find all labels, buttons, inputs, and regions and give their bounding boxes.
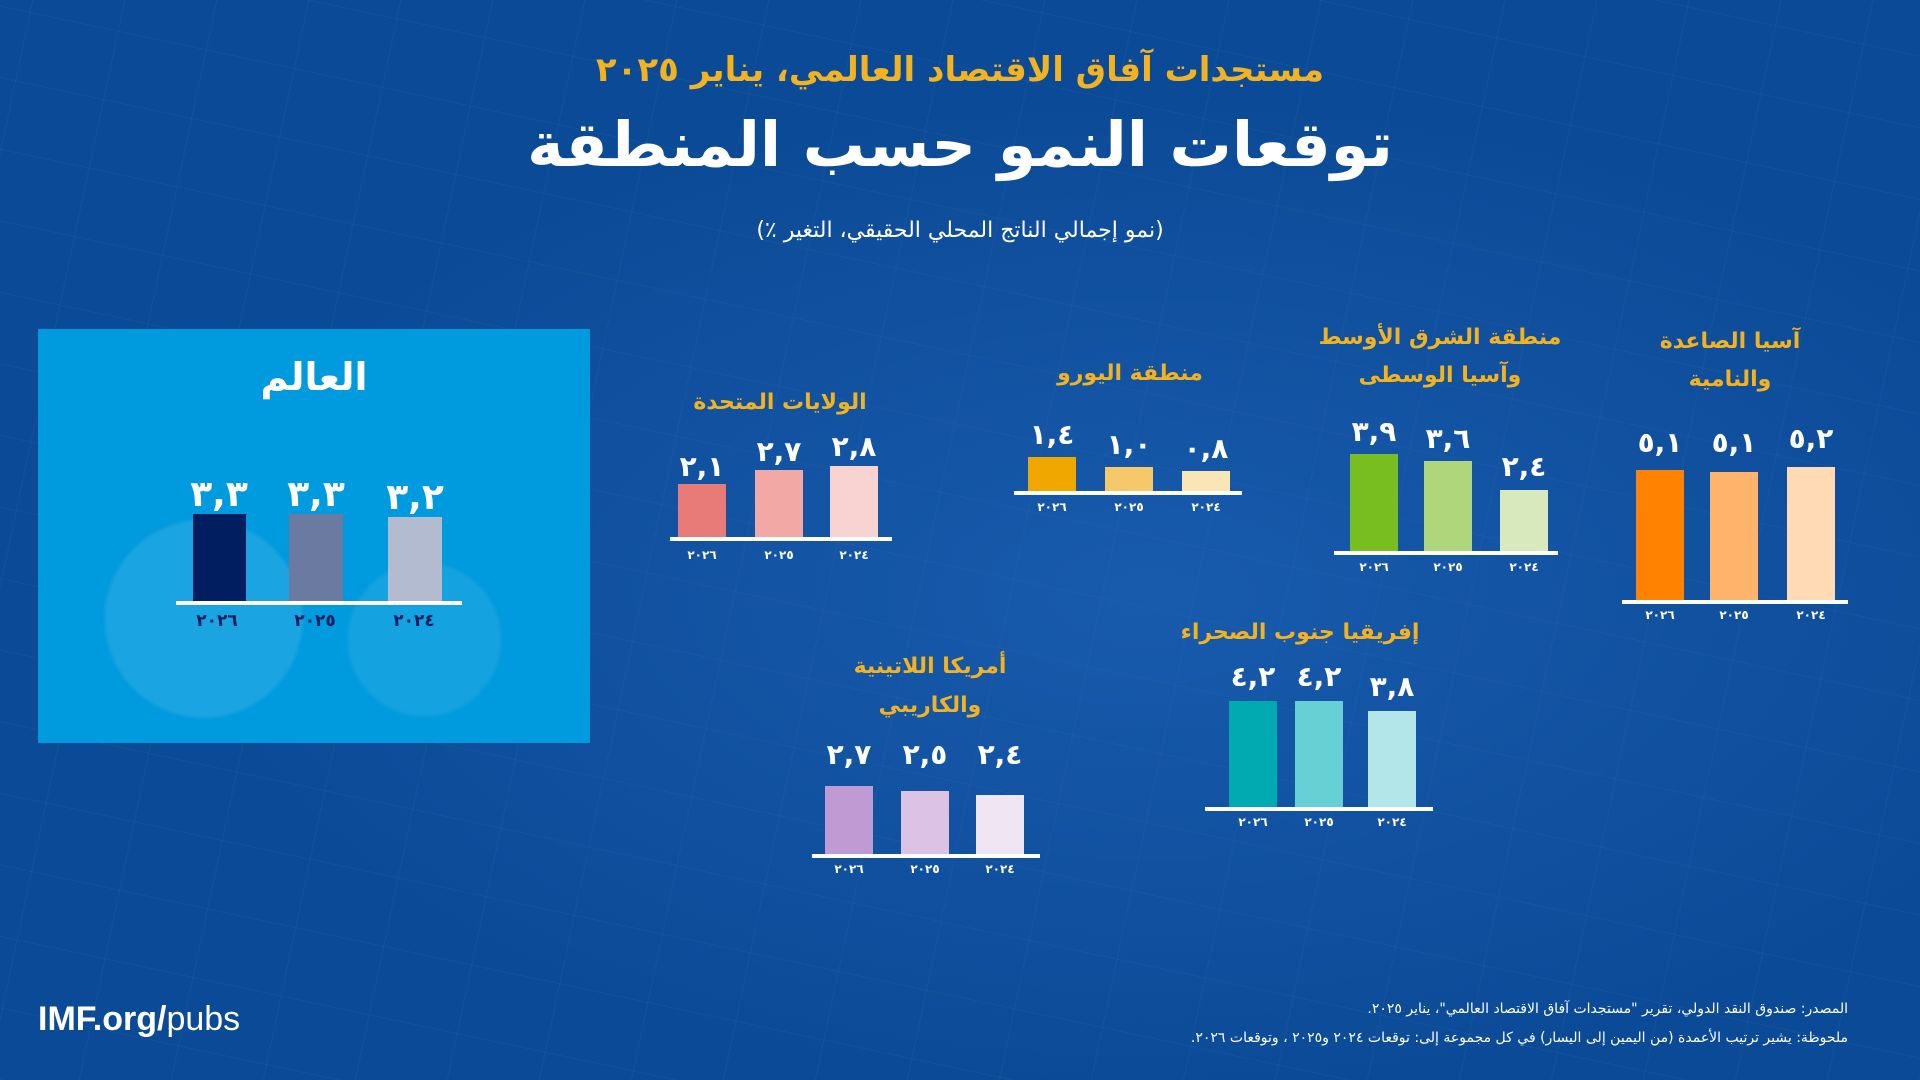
- year-us-2026: ٢٠٢٦: [687, 548, 717, 562]
- logo-bold: IMF.org/: [38, 1000, 167, 1038]
- value-meca-2025: ٣,٦: [1425, 422, 1471, 455]
- us-title: الولايات المتحدة: [693, 390, 867, 415]
- value-asia-2025: ٥,١: [1711, 426, 1757, 459]
- ssa-chart: ٤,٢ ٤,٢ ٣,٨: [1205, 660, 1433, 807]
- meca-baseline: [1334, 551, 1558, 555]
- year-meca-2025: ٢٠٢٥: [1433, 560, 1463, 574]
- meca-title-line1: منطقة الشرق الأوسط: [1318, 325, 1562, 350]
- year-world-2025: ٢٠٢٥: [294, 611, 336, 631]
- value-world-2024: ٣,٢: [386, 477, 444, 518]
- bar-us-2024: [830, 466, 878, 537]
- asia-chart: ٥,١ ٥,١ ٥,٢: [1622, 422, 1848, 600]
- meca-title-line2: وآسيا الوسطى: [1358, 363, 1522, 388]
- bar-world-2025: [289, 514, 343, 601]
- bar-lac-2024: [976, 795, 1024, 854]
- year-ssa-2026: ٢٠٢٦: [1238, 815, 1268, 829]
- logo-light: pubs: [166, 1000, 241, 1038]
- bar-world-2024: [388, 517, 442, 601]
- value-lac-2025: ٢,٥: [902, 738, 948, 771]
- bar-lac-2025: [901, 791, 949, 854]
- year-us-2024: ٢٠٢٤: [839, 548, 869, 562]
- bar-world-2026: [193, 514, 246, 601]
- value-us-2026: ٢,١: [679, 450, 725, 483]
- bar-asia-2025: [1710, 472, 1758, 600]
- bar-euro-2024: [1182, 471, 1230, 491]
- year-euro-2024: ٢٠٢٤: [1191, 500, 1221, 514]
- value-asia-2024: ٥,٢: [1788, 422, 1834, 455]
- year-world-2026: ٢٠٢٦: [196, 611, 238, 631]
- bar-asia-2024: [1787, 467, 1835, 600]
- asia-title-line1: آسيا الصاعدة: [1659, 329, 1801, 354]
- value-euro-2024: ٠,٨: [1183, 432, 1229, 465]
- asia-title-line2: والنامية: [1688, 367, 1772, 392]
- value-lac-2026: ٢,٧: [826, 738, 872, 771]
- euro-title: منطقة اليورو: [1057, 361, 1203, 386]
- bar-asia-2026: [1636, 470, 1684, 600]
- year-euro-2026: ٢٠٢٦: [1037, 500, 1067, 514]
- us-baseline: [670, 537, 892, 541]
- report-kicker: مستجدات آفاق الاقتصاد العالمي، يناير ٢٠٢…: [595, 50, 1325, 90]
- world-title: العالم: [260, 355, 368, 399]
- world-chart: ٣,٣ ٣,٣ ٣,٢: [176, 474, 462, 601]
- page-title: توقعات النمو حسب المنطقة: [527, 108, 1393, 181]
- year-ssa-2024: ٢٠٢٤: [1377, 815, 1407, 829]
- year-lac-2026: ٢٠٢٦: [834, 862, 864, 876]
- year-asia-2025: ٢٠٢٥: [1719, 608, 1749, 622]
- value-world-2025: ٣,٣: [287, 474, 345, 515]
- bar-lac-2026: [825, 786, 873, 854]
- euro-baseline: [1014, 491, 1242, 495]
- bar-meca-2025: [1424, 461, 1472, 551]
- value-lac-2024: ٢,٤: [977, 738, 1023, 771]
- value-us-2025: ٢,٧: [756, 435, 802, 468]
- value-euro-2026: ١,٤: [1029, 418, 1075, 451]
- lac-chart: ٢,٧ ٢,٥ ٢,٤: [812, 734, 1040, 854]
- us-chart: ٢,١ ٢,٧ ٢,٨: [670, 430, 892, 537]
- value-world-2026: ٣,٣: [190, 474, 248, 515]
- value-us-2024: ٢,٨: [831, 430, 877, 463]
- value-meca-2026: ٣,٩: [1351, 415, 1397, 448]
- bar-ssa-2026: [1229, 701, 1277, 807]
- bar-meca-2026: [1350, 454, 1398, 551]
- year-euro-2025: ٢٠٢٥: [1114, 500, 1144, 514]
- year-meca-2026: ٢٠٢٦: [1359, 560, 1389, 574]
- value-ssa-2025: ٤,٢: [1296, 660, 1342, 693]
- asia-baseline: [1622, 600, 1848, 604]
- value-asia-2026: ٥,١: [1637, 426, 1683, 459]
- page-subtitle: (نمو إجمالي الناتج المحلي الحقيقي، التغي…: [756, 218, 1164, 243]
- ssa-baseline: [1205, 807, 1433, 811]
- bar-ssa-2024: [1368, 711, 1416, 807]
- world-baseline: [176, 601, 462, 605]
- lac-baseline: [812, 854, 1040, 858]
- source-note: المصدر: صندوق النقد الدولي، تقرير "مستجد…: [1367, 1001, 1848, 1017]
- ordering-note: ملحوظة: يشير ترتيب الأعمدة (من اليمين إل…: [1190, 1030, 1848, 1046]
- year-lac-2024: ٢٠٢٤: [985, 862, 1015, 876]
- value-euro-2025: ١,٠: [1106, 428, 1152, 461]
- bar-ssa-2025: [1295, 701, 1343, 807]
- bar-meca-2024: [1500, 490, 1548, 551]
- bar-us-2025: [755, 470, 803, 537]
- bar-euro-2025: [1105, 467, 1153, 491]
- year-ssa-2025: ٢٠٢٥: [1304, 815, 1334, 829]
- year-asia-2026: ٢٠٢٦: [1645, 608, 1675, 622]
- year-asia-2024: ٢٠٢٤: [1796, 608, 1826, 622]
- value-ssa-2024: ٣,٨: [1369, 670, 1415, 703]
- ssa-title: إفريقيا جنوب الصحراء: [1180, 620, 1420, 645]
- year-world-2024: ٢٠٢٤: [393, 611, 435, 631]
- euro-chart: ١,٤ ١,٠ ٠,٨: [1014, 418, 1242, 491]
- world-panel: العالم ٣,٣ ٣,٣ ٣,٢ ٢٠٢٦ ٢٠٢٥ ٢٠٢٤: [38, 329, 590, 743]
- year-lac-2025: ٢٠٢٥: [910, 862, 940, 876]
- year-us-2025: ٢٠٢٥: [764, 548, 794, 562]
- imf-pubs-link[interactable]: IMF.org/pubs: [38, 1000, 240, 1039]
- lac-title-line2: والكاريبي: [878, 693, 982, 718]
- meca-chart: ٣,٩ ٣,٦ ٢,٤: [1334, 410, 1558, 551]
- value-ssa-2026: ٤,٢: [1230, 660, 1276, 693]
- bar-us-2026: [678, 484, 726, 537]
- lac-title-line1: أمريكا اللاتينية: [853, 654, 1007, 679]
- year-meca-2024: ٢٠٢٤: [1509, 560, 1539, 574]
- value-meca-2024: ٢,٤: [1501, 450, 1547, 483]
- bar-euro-2026: [1028, 457, 1076, 491]
